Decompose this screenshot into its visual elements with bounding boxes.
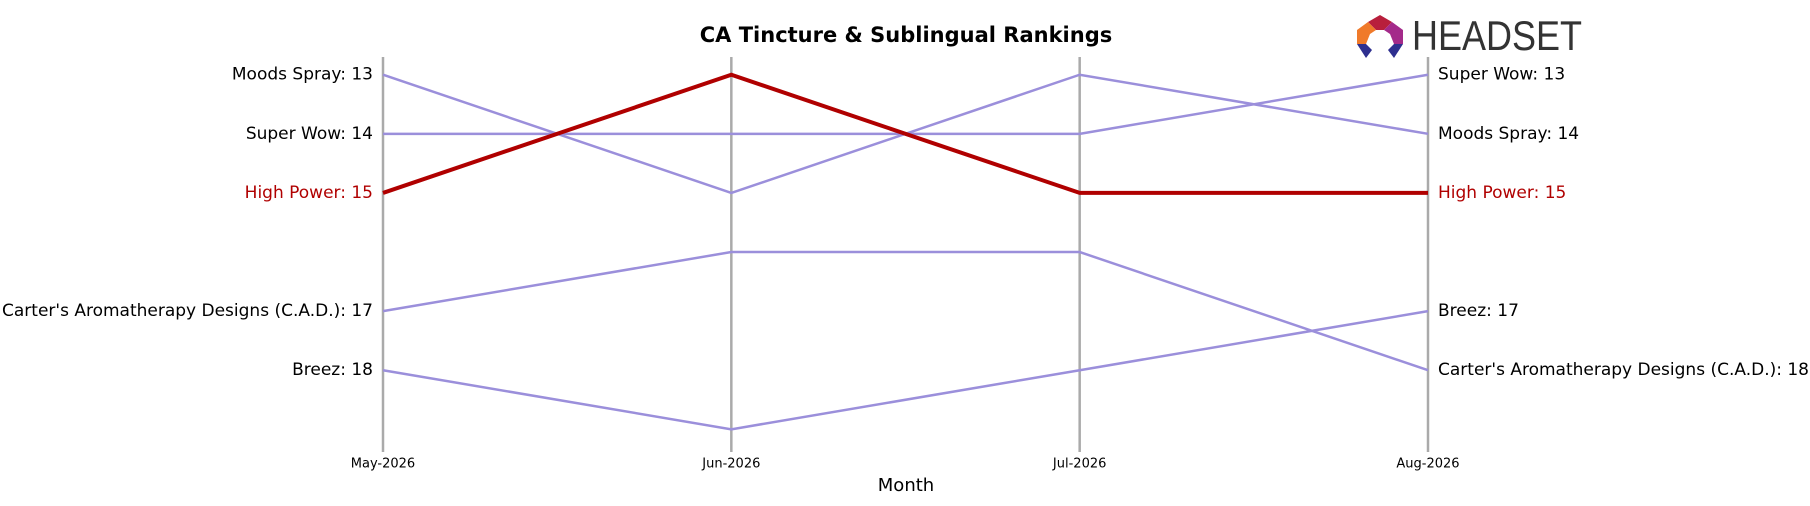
rank-label: Breez: 17 xyxy=(1438,301,1519,321)
rank-label: Carter's Aromatherapy Designs (C.A.D.): … xyxy=(2,301,373,321)
rank-label: Moods Spray: 13 xyxy=(232,65,373,85)
rank-label: Super Wow: 13 xyxy=(1438,65,1565,85)
x-axis-label: Month xyxy=(878,475,934,496)
rank-line xyxy=(382,309,1429,431)
rank-label: High Power: 15 xyxy=(245,183,373,203)
rank-line xyxy=(382,72,1428,195)
x-tick-label: Jun-2026 xyxy=(701,457,760,472)
chart-title: CA Tincture & Sublingual Rankings xyxy=(700,23,1112,47)
rank-label: Moods Spray: 14 xyxy=(1438,124,1579,144)
rank-label: High Power: 15 xyxy=(1438,183,1566,203)
rank-line xyxy=(383,73,1429,136)
x-tick-label: May-2026 xyxy=(351,457,415,472)
logo: HEADSET xyxy=(1357,12,1582,59)
logo-text: HEADSET xyxy=(1412,12,1582,59)
rank-label: Breez: 18 xyxy=(292,360,373,380)
rank-line xyxy=(382,250,1429,372)
x-tick-label: Jul-2026 xyxy=(1052,457,1106,472)
x-tick-label: Aug-2026 xyxy=(1396,457,1459,472)
rank-label: Super Wow: 14 xyxy=(246,124,373,144)
rank-label: Carter's Aromatherapy Designs (C.A.D.): … xyxy=(1438,360,1809,380)
